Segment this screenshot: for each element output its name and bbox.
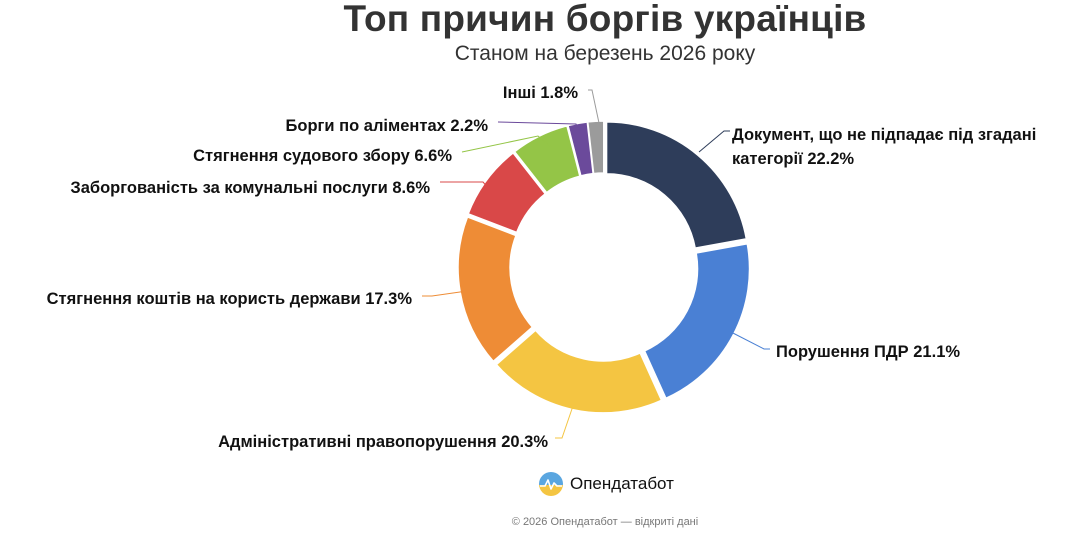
leader-line-5 [440, 181, 501, 203]
data-label-2: Порушення ПДР 21.1% [776, 343, 960, 361]
data-label-4: Стягнення коштів на користь держави 17.3… [47, 290, 413, 308]
opendatabot-logo-icon [539, 472, 563, 496]
data-label-8: Інші 1.8% [503, 84, 578, 102]
brand[interactable]: Опендатабот [538, 470, 674, 498]
donut-slice-4[interactable] [457, 215, 534, 363]
donut-slice-6[interactable] [513, 124, 581, 194]
donut-slice-1[interactable] [605, 121, 748, 249]
leader-lines-layer [422, 89, 770, 439]
data-label-1-line-2: категорії 22.2% [732, 150, 854, 168]
leader-line-8 [588, 89, 600, 124]
leader-line-4 [422, 290, 468, 297]
data-labels-layer: Документ, що не підпадає під згадані кате… [47, 84, 1037, 451]
slices-layer [457, 120, 751, 414]
chart-title: Топ причин боргів українців [343, 0, 867, 39]
donut-slice-2[interactable] [643, 242, 751, 400]
data-label-7: Борги по аліментах 2.2% [286, 117, 489, 135]
chart-subtitle: Станом на березень 2026 року [454, 42, 756, 65]
donut-slice-5[interactable] [467, 151, 547, 234]
leader-line-2 [728, 330, 770, 350]
data-label-5: Заборгованість за комунальні послуги 8.6… [70, 179, 430, 197]
leader-line-1 [698, 130, 730, 153]
data-label-6: Стягнення судового збору 6.6% [193, 147, 452, 165]
leader-line-6 [461, 135, 552, 153]
donut-slice-8[interactable] [586, 120, 605, 175]
data-label-3: Адміністративні правопорушення 20.3% [218, 433, 548, 451]
donut-slice-3[interactable] [495, 329, 663, 414]
leader-line-3 [555, 402, 575, 439]
data-label-1-line-1: Документ, що не підпадає під згадані [732, 126, 1036, 144]
brand-name: Опендатабот [570, 474, 674, 493]
leader-line-7 [497, 121, 581, 132]
footer-copyright: © 2026 Опендатабот — відкриті дані [511, 516, 699, 528]
